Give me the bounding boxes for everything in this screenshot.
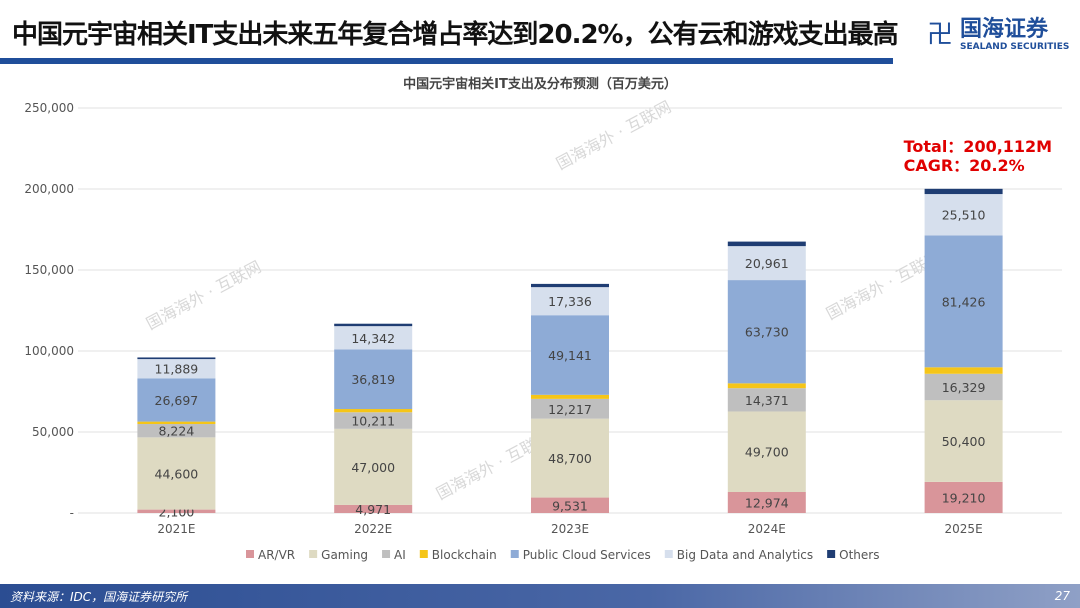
bar-segment-gaming: [727, 411, 806, 492]
data-label: 63,730: [745, 325, 789, 340]
bar-segment-public-cloud-services: [727, 280, 806, 384]
total-annotation: CAGR：20.2%: [904, 156, 1025, 175]
data-label: 49,141: [548, 348, 592, 363]
bar-segment-blockchain: [137, 421, 216, 425]
bar-segment-ai: [531, 398, 609, 419]
legend-item: Public Cloud Services: [523, 548, 651, 562]
bar-segment-big-data-and-analytics: [334, 326, 413, 350]
legend-item: Big Data and Analytics: [677, 548, 813, 562]
bar-segment-ai: [334, 412, 413, 429]
legend-item: Gaming: [321, 548, 368, 562]
bar-segment-ai: [727, 388, 806, 412]
total-annotation: Total：200,112M: [904, 137, 1053, 156]
x-tick-label: 2021E: [157, 522, 195, 536]
footer: 资料来源：IDC，国海证券研究所 27: [0, 584, 1080, 608]
bar-segment-gaming: [137, 437, 216, 510]
bar-segment-blockchain: [334, 409, 413, 413]
bar-segment-big-data-and-analytics: [137, 359, 216, 379]
data-label: 20,961: [745, 256, 789, 271]
bar-segment-gaming: [334, 428, 413, 505]
bar-segment-gaming: [924, 400, 1003, 482]
data-label: 44,600: [155, 466, 199, 481]
bar-segment-public-cloud-services: [924, 235, 1003, 368]
bar-segment-others: [727, 241, 806, 247]
bar-segment-others: [334, 323, 413, 327]
bar-segment-public-cloud-services: [531, 315, 609, 395]
logo-cn: 国海证券: [960, 17, 1049, 42]
data-label: 19,210: [942, 490, 986, 505]
page-number: 27: [1054, 589, 1070, 603]
legend-swatch: [419, 550, 428, 558]
bar-segment-others: [531, 283, 609, 288]
chart-title: 中国元宇宙相关IT支出及分布预测（百万美元）: [403, 76, 677, 92]
data-label: 50,400: [942, 434, 986, 449]
slide-title: 中国元宇宙相关IT支出未来五年复合增占率达到20.2%，公有云和游戏支出最高: [12, 20, 899, 50]
x-tick-label: 2022E: [354, 522, 392, 536]
data-label: 12,217: [548, 402, 592, 417]
data-label: 48,700: [548, 451, 592, 466]
legend-swatch: [664, 550, 673, 558]
bar-segment-ar-vr: [137, 509, 216, 513]
legend-item: Blockchain: [432, 548, 497, 562]
legend-item: AI: [394, 548, 406, 562]
logo-en: SEALAND SECURITIES: [960, 42, 1070, 52]
bar-segment-others: [137, 357, 216, 360]
y-tick-label: 200,000: [24, 182, 74, 196]
legend-item: Others: [839, 548, 879, 562]
data-label: 16,329: [942, 380, 986, 395]
y-tick-label: -: [70, 506, 74, 520]
y-tick-label: 100,000: [24, 344, 74, 358]
legend-swatch: [827, 550, 836, 558]
data-label: 17,336: [548, 294, 592, 309]
bar-segment-public-cloud-services: [334, 349, 413, 410]
legend-swatch: [510, 550, 519, 558]
data-label: 8,224: [159, 424, 195, 439]
legend-swatch: [246, 550, 254, 558]
y-tick-label: 50,000: [32, 425, 74, 439]
data-label: 11,889: [155, 362, 199, 377]
bar-segment-others: [924, 188, 1003, 195]
data-label: 10,211: [351, 414, 395, 429]
legend-swatch: [382, 550, 391, 558]
x-tick-label: 2024E: [748, 522, 786, 536]
legend-item: AR/VR: [258, 548, 295, 562]
bar-segment-ar-vr: [531, 497, 609, 513]
data-label: 4,971: [355, 502, 391, 517]
bar-segment-blockchain: [924, 367, 1003, 374]
data-label: 49,700: [745, 445, 789, 460]
data-label: 12,974: [745, 495, 789, 510]
bar-segment-big-data-and-analytics: [531, 287, 609, 316]
data-label: 36,819: [351, 372, 395, 387]
x-tick-label: 2023E: [551, 522, 589, 536]
bar-segment-ar-vr: [924, 481, 1003, 513]
data-label: 14,371: [745, 393, 789, 408]
bar-segment-ar-vr: [727, 491, 806, 513]
logo-icon: 卍: [926, 20, 953, 50]
company-logo: 卍 国海证券 SEALAND SECURITIES: [926, 17, 1070, 53]
title-rule: [0, 58, 893, 64]
data-label: 9,531: [552, 498, 588, 513]
bar-segment-public-cloud-services: [137, 378, 216, 422]
bar-segment-gaming: [531, 418, 609, 498]
y-tick-label: 250,000: [24, 101, 74, 115]
source-note: 资料来源：IDC，国海证券研究所: [10, 589, 188, 604]
data-label: 26,697: [155, 393, 199, 408]
bar-segment-big-data-and-analytics: [924, 194, 1003, 236]
data-label: 81,426: [942, 294, 986, 309]
bar-segment-ar-vr: [334, 504, 413, 513]
watermark: 国海海外 · 互联网: [143, 257, 264, 334]
y-tick-label: 150,000: [24, 263, 74, 277]
bar-segment-ai: [924, 373, 1003, 401]
data-label: 14,342: [351, 331, 395, 346]
bar-segment-big-data-and-analytics: [727, 246, 806, 281]
bar-segment-ai: [137, 424, 216, 438]
legend-swatch: [309, 550, 318, 558]
data-label: 47,000: [351, 460, 395, 475]
bar-segment-blockchain: [727, 383, 806, 389]
data-label: 25,510: [942, 208, 986, 223]
x-tick-label: 2025E: [945, 522, 983, 536]
bar-segment-blockchain: [531, 394, 609, 399]
